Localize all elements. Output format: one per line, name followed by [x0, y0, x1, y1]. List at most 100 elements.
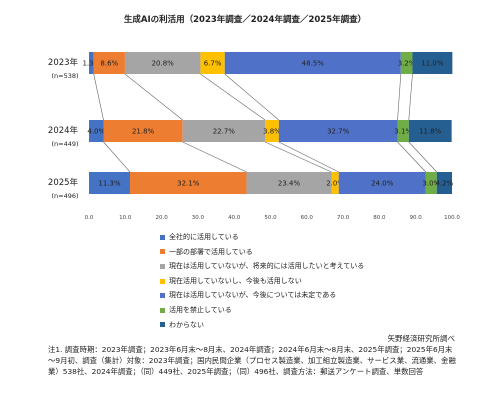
category-labels: 2023年 (n=538) 2024年 (n=449) 2025年 (n=496): [48, 57, 79, 200]
connector-line: [408, 73, 413, 121]
legend-swatch: [160, 322, 165, 328]
legend-item: 一部の部署で活用している: [160, 245, 364, 260]
data-label: 22.7%: [213, 128, 236, 136]
x-tick-label: 100.0: [444, 215, 460, 221]
bar-segment: [124, 52, 201, 74]
data-label: 20.8%: [152, 60, 175, 68]
legend-label: 一部の部署で活用している: [169, 247, 253, 256]
x-tick-label: 40.0: [228, 215, 241, 221]
x-tick-label: 50.0: [264, 215, 277, 221]
x-axis: 0.0 10.0 20.0 30.0 40.0 50.0 60.0 70.0 80.0 90.0 1…: [85, 215, 461, 221]
data-label: 1.3%: [82, 60, 100, 68]
bar-segment: [89, 52, 94, 74]
legend-label: 活用を禁止している: [169, 305, 232, 314]
bar-segment: [278, 120, 398, 142]
data-label: 24.0%: [371, 180, 394, 188]
data-label: 2.0%: [326, 180, 344, 188]
bar-segment: [224, 52, 401, 74]
x-tick-label: 90.0: [410, 215, 423, 221]
legend-swatch: [160, 293, 165, 299]
x-tick-label: 10.0: [119, 215, 132, 221]
bar-segment: [200, 52, 225, 74]
data-label: 3.2%: [398, 60, 416, 68]
data-label: 3.0%: [422, 180, 440, 188]
source-note: 矢野経済研究所調べ: [387, 334, 456, 343]
legend-swatch: [160, 249, 165, 255]
x-tick-label: 30.0: [192, 215, 205, 221]
data-label: 23.4%: [278, 180, 301, 188]
data-label: 8.6%: [100, 60, 118, 68]
bar-segment: [89, 120, 104, 142]
connector-line: [200, 73, 266, 121]
bar-segment: [93, 52, 125, 74]
bar-segment: [331, 172, 339, 194]
legend-swatch: [160, 263, 165, 269]
survey-notes: 注1. 調査時期：2023年調査；2023年6月末～8月末、2024年調査；20…: [48, 345, 456, 376]
bar-segment: [436, 172, 452, 194]
bar-segment: [89, 172, 131, 194]
legend-swatch: [160, 278, 165, 284]
connector-line: [397, 141, 427, 173]
legend-swatch: [160, 234, 165, 240]
data-label: 11.0%: [421, 60, 444, 68]
legend-item: 活用を禁止している: [160, 303, 364, 318]
connector-line: [264, 141, 332, 173]
sample-size-label: (n=538): [51, 72, 78, 80]
connector-line: [103, 141, 131, 173]
legend-item: 現在活用していないし、今後も活用しない: [160, 274, 364, 289]
data-label: 21.8%: [132, 128, 155, 136]
bar-segment: [408, 120, 452, 142]
legend-label: 現在は活用していないが、今後については未定である: [169, 291, 337, 300]
legend-label: 全社的に活用している: [169, 233, 239, 241]
legend-item: 現在は活用していないが、将来的には活用したいと考えている: [160, 259, 364, 274]
x-tick-label: 70.0: [337, 215, 350, 221]
connector-line: [93, 73, 104, 121]
legend-label: 現在活用していないし、今後も活用しない: [169, 276, 302, 285]
data-label: 4.2%: [435, 180, 453, 188]
category-label: 2025年: [48, 177, 79, 188]
legend-label: 現在は活用していないが、将来的には活用したいと考えている: [169, 262, 365, 271]
sample-size-label: (n=449): [51, 140, 78, 148]
data-label: 4.0%: [87, 128, 105, 136]
chart-title: 生成AIの利活用（2023年調査／2024年調査／2025年調査）: [124, 14, 366, 25]
bar-segment: [265, 120, 279, 142]
bar-group: 1.3% 8.6% 20.8% 6.7% 48.5% 3.2% 11.0% 4.0% 21.8%…: [82, 52, 454, 194]
legend-label: わからない: [169, 320, 204, 329]
x-tick-label: 0.0: [85, 215, 94, 221]
connector-line: [408, 141, 437, 173]
connector-line: [224, 73, 280, 121]
bar-segment: [397, 120, 409, 142]
data-label: 32.7%: [327, 128, 350, 136]
data-label: 3.1%: [394, 128, 412, 136]
connector-lines: [93, 73, 437, 173]
data-label: 32.1%: [177, 180, 200, 188]
stacked-bar-chart: 生成AIの利活用（2023年調査／2024年調査／2025年調査） 1.3% 8.…: [48, 14, 461, 221]
x-tick-label: 20.0: [155, 215, 168, 221]
connector-line: [278, 141, 339, 173]
data-label: 6.7%: [204, 60, 222, 68]
bar-segment: [246, 172, 332, 194]
category-label: 2024年: [48, 125, 79, 136]
bar-segment: [412, 52, 453, 74]
category-label: 2023年: [48, 57, 79, 68]
data-label: 11.8%: [419, 128, 442, 136]
legend-item: 全社的に活用している: [160, 230, 364, 245]
bar-segment: [130, 172, 247, 194]
data-label: 11.3%: [98, 180, 121, 188]
legend-item: わからない: [160, 318, 364, 333]
legend: 全社的に活用している一部の部署で活用している現在は活用していないが、将来的には活…: [160, 230, 364, 332]
bar-segment: [338, 172, 426, 194]
data-label: 48.5%: [302, 60, 325, 68]
data-label: 3.8%: [263, 128, 281, 136]
bar-segment: [182, 120, 266, 142]
x-tick-label: 80.0: [373, 215, 386, 221]
sample-size-label: (n=496): [51, 192, 78, 200]
bar-segment: [425, 172, 437, 194]
bar-segment: [103, 120, 183, 142]
legend-item: 現在は活用していないが、今後については未定である: [160, 288, 364, 303]
connector-line: [397, 73, 402, 121]
x-tick-label: 60.0: [301, 215, 314, 221]
bar-segment: [400, 52, 413, 74]
connector-line: [182, 141, 247, 173]
legend-swatch: [160, 307, 165, 313]
